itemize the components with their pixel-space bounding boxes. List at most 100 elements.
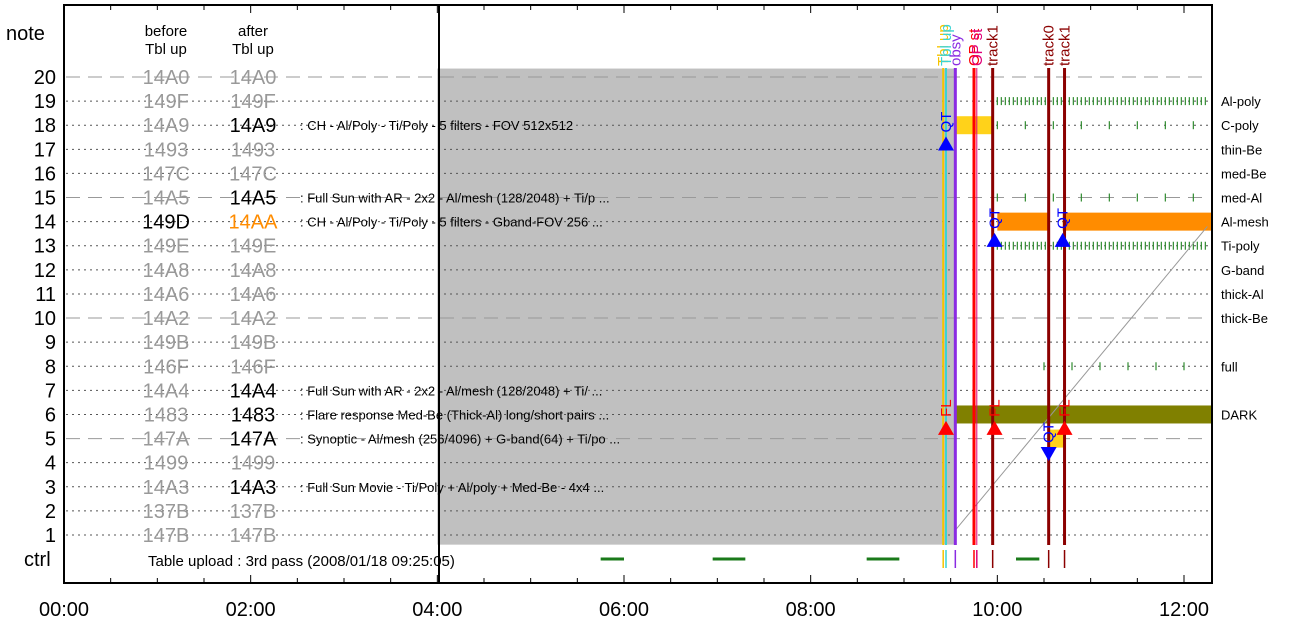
activity-bar [955, 405, 1212, 424]
x-tick-label: 06:00 [599, 599, 649, 621]
row-after-code: 14A3 [230, 477, 277, 499]
row-grid [66, 76, 1210, 536]
row-before-code: 146F [143, 356, 189, 378]
after-header-line2: Tbl up [232, 41, 274, 58]
marker-triangle [1054, 232, 1071, 247]
row-before-code: 1499 [144, 453, 189, 475]
row-before-code: 1493 [144, 139, 189, 161]
filter-label: med-Be [1221, 166, 1267, 181]
filter-label: Al-poly [1221, 94, 1261, 109]
row-after-code: 149F [230, 91, 276, 113]
row-before-code: 14A5 [143, 188, 190, 210]
row-note-label: 6 [45, 404, 56, 426]
event-line-label: Tbl up [935, 24, 952, 66]
x-tick-label: 02:00 [226, 599, 276, 621]
filter-label: full [1221, 359, 1238, 374]
row-after-code: 137B [230, 501, 277, 523]
marker-label: QT [987, 208, 1004, 229]
bars [955, 116, 1212, 448]
row-note-label: 11 [35, 284, 56, 306]
row-before-code: 14A6 [143, 284, 190, 306]
row-before-code: 14A2 [143, 308, 190, 330]
x-tick-label: 00:00 [39, 599, 89, 621]
row-after-code: 14AA [229, 212, 279, 234]
row-note-label: 16 [34, 163, 56, 185]
row-after-code: 147B [230, 525, 277, 547]
row-after-code: 1493 [231, 139, 276, 161]
row-note-label: 14 [34, 212, 56, 234]
activity-bar [1062, 212, 1212, 231]
markers: QT QT QT QT FL FL FL [938, 112, 1074, 462]
before-header-line1: before [145, 23, 188, 40]
ctrl-text: Table upload : 3rd pass (2008/01/18 09:2… [148, 553, 455, 570]
row-before-code: 137B [143, 501, 190, 523]
marker-label: FL [938, 399, 955, 417]
event-line-label: track1 [985, 25, 1002, 66]
filter-label: G-band [1221, 263, 1264, 278]
x-tick-label: 12:00 [1159, 599, 1209, 621]
row-note-label: 20 [34, 67, 56, 89]
x-tick-label: 08:00 [786, 599, 836, 621]
marker-triangle [986, 420, 1003, 435]
row-after-code: 14A5 [230, 188, 277, 210]
row-after-code: 1483 [231, 404, 276, 426]
row-before-code: 14A4 [143, 380, 190, 402]
event-line-label: track1 [1057, 25, 1074, 66]
event-line-label: Tbl up [938, 24, 955, 66]
row-after-code: 14A9 [230, 115, 277, 137]
marker-label: FL [1057, 399, 1074, 417]
row-note-label: 9 [45, 332, 56, 354]
y-axis-label: note [6, 23, 45, 45]
plot-frame [63, 4, 1213, 584]
x-axis: 00:00 02:00 04:00 06:00 08:00 10:00 12:00 [39, 5, 1209, 621]
row-note-label: 8 [45, 356, 56, 378]
row-description: : CH - Al/Poly - Ti/Poly - 5 filters - G… [300, 215, 603, 230]
tick-streams [600, 97, 1206, 561]
filter-label: Al-mesh [1221, 215, 1269, 230]
row-note-label: 7 [45, 380, 56, 402]
filter-label: Ti-poly [1221, 239, 1260, 254]
chart-background [437, 68, 956, 545]
row-before-code: 147B [143, 525, 190, 547]
marker-triangle [1056, 420, 1073, 435]
row-description: : Synoptic - Al/mesh (256/4096) + G-band… [300, 432, 620, 447]
row-description: : Flare response Med-Be (Thick-Al) long/… [300, 407, 609, 422]
event-line-label: obsy [947, 34, 964, 66]
row-note-label: 10 [34, 308, 56, 330]
event-line-label: OP st [966, 28, 983, 66]
shaded-region [437, 68, 956, 545]
row-before-code: 14A9 [143, 115, 190, 137]
filter-label: thin-Be [1221, 142, 1262, 157]
marker-label: QT [1041, 422, 1058, 443]
row-description: : CH - Al/Poly - Ti/Poly - 5 filters - F… [300, 118, 573, 133]
row-after-code: 1499 [231, 453, 276, 475]
after-header-line1: after [238, 23, 268, 40]
row-description: : Full Sun with AR - 2x2 - Al/mesh (128/… [300, 191, 610, 206]
marker-triangle [986, 232, 1003, 247]
row-before-code: 149D [142, 212, 190, 234]
row-note-label: 5 [45, 429, 56, 451]
x-tick-label: 04:00 [412, 599, 462, 621]
row-note-label: 1 [45, 525, 56, 547]
row-note-label: 3 [45, 477, 56, 499]
activity-bar [997, 212, 1049, 231]
marker-label: FL [987, 399, 1004, 417]
row-description: : Full Sun Movie - Ti/Poly + Al/poly + M… [300, 480, 604, 495]
before-header-line2: Tbl up [145, 41, 187, 58]
row-after-code: 149B [230, 332, 277, 354]
diagonal-guide [954, 226, 1208, 531]
row-after-code: 14A4 [230, 380, 277, 402]
row-after-code: 146F [230, 356, 276, 378]
row-after-code: 14A0 [230, 67, 277, 89]
row-after-code: 14A8 [230, 260, 277, 282]
row-note-label: 2 [45, 501, 56, 523]
row-before-code: 147C [142, 163, 190, 185]
row-note-label: 12 [34, 260, 56, 282]
row-before-code: 14A3 [143, 477, 190, 499]
ctrl-row-label: ctrl [24, 549, 51, 571]
row-after-code: 14A6 [230, 284, 277, 306]
filter-label: med-Al [1221, 191, 1262, 206]
marker-triangle [938, 136, 954, 151]
